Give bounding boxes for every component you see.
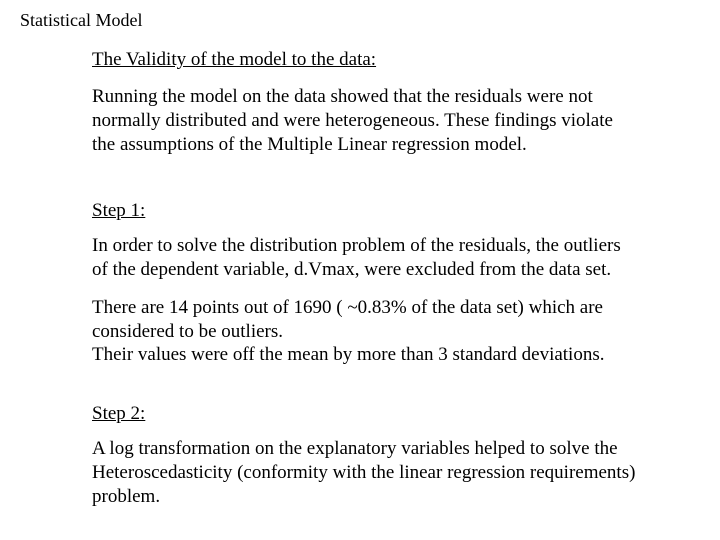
- document-page: Statistical Model The Validity of the mo…: [0, 0, 720, 532]
- validity-heading: The Validity of the model to the data:: [92, 49, 640, 71]
- document-title: Statistical Model: [20, 10, 700, 31]
- step1-paragraph-c: Their values were off the mean by more t…: [92, 343, 640, 367]
- step2-heading: Step 2:: [92, 403, 640, 425]
- validity-paragraph: Running the model on the data showed tha…: [92, 85, 640, 156]
- document-content: The Validity of the model to the data: R…: [92, 49, 640, 508]
- spacer: [92, 170, 640, 200]
- step2-paragraph: A log transformation on the explanatory …: [92, 437, 640, 508]
- step1-paragraph-a: In order to solve the distribution probl…: [92, 234, 640, 282]
- step1-paragraph-b: There are 14 points out of 1690 ( ~0.83%…: [92, 296, 640, 344]
- step1-heading: Step 1:: [92, 200, 640, 222]
- spacer: [92, 381, 640, 403]
